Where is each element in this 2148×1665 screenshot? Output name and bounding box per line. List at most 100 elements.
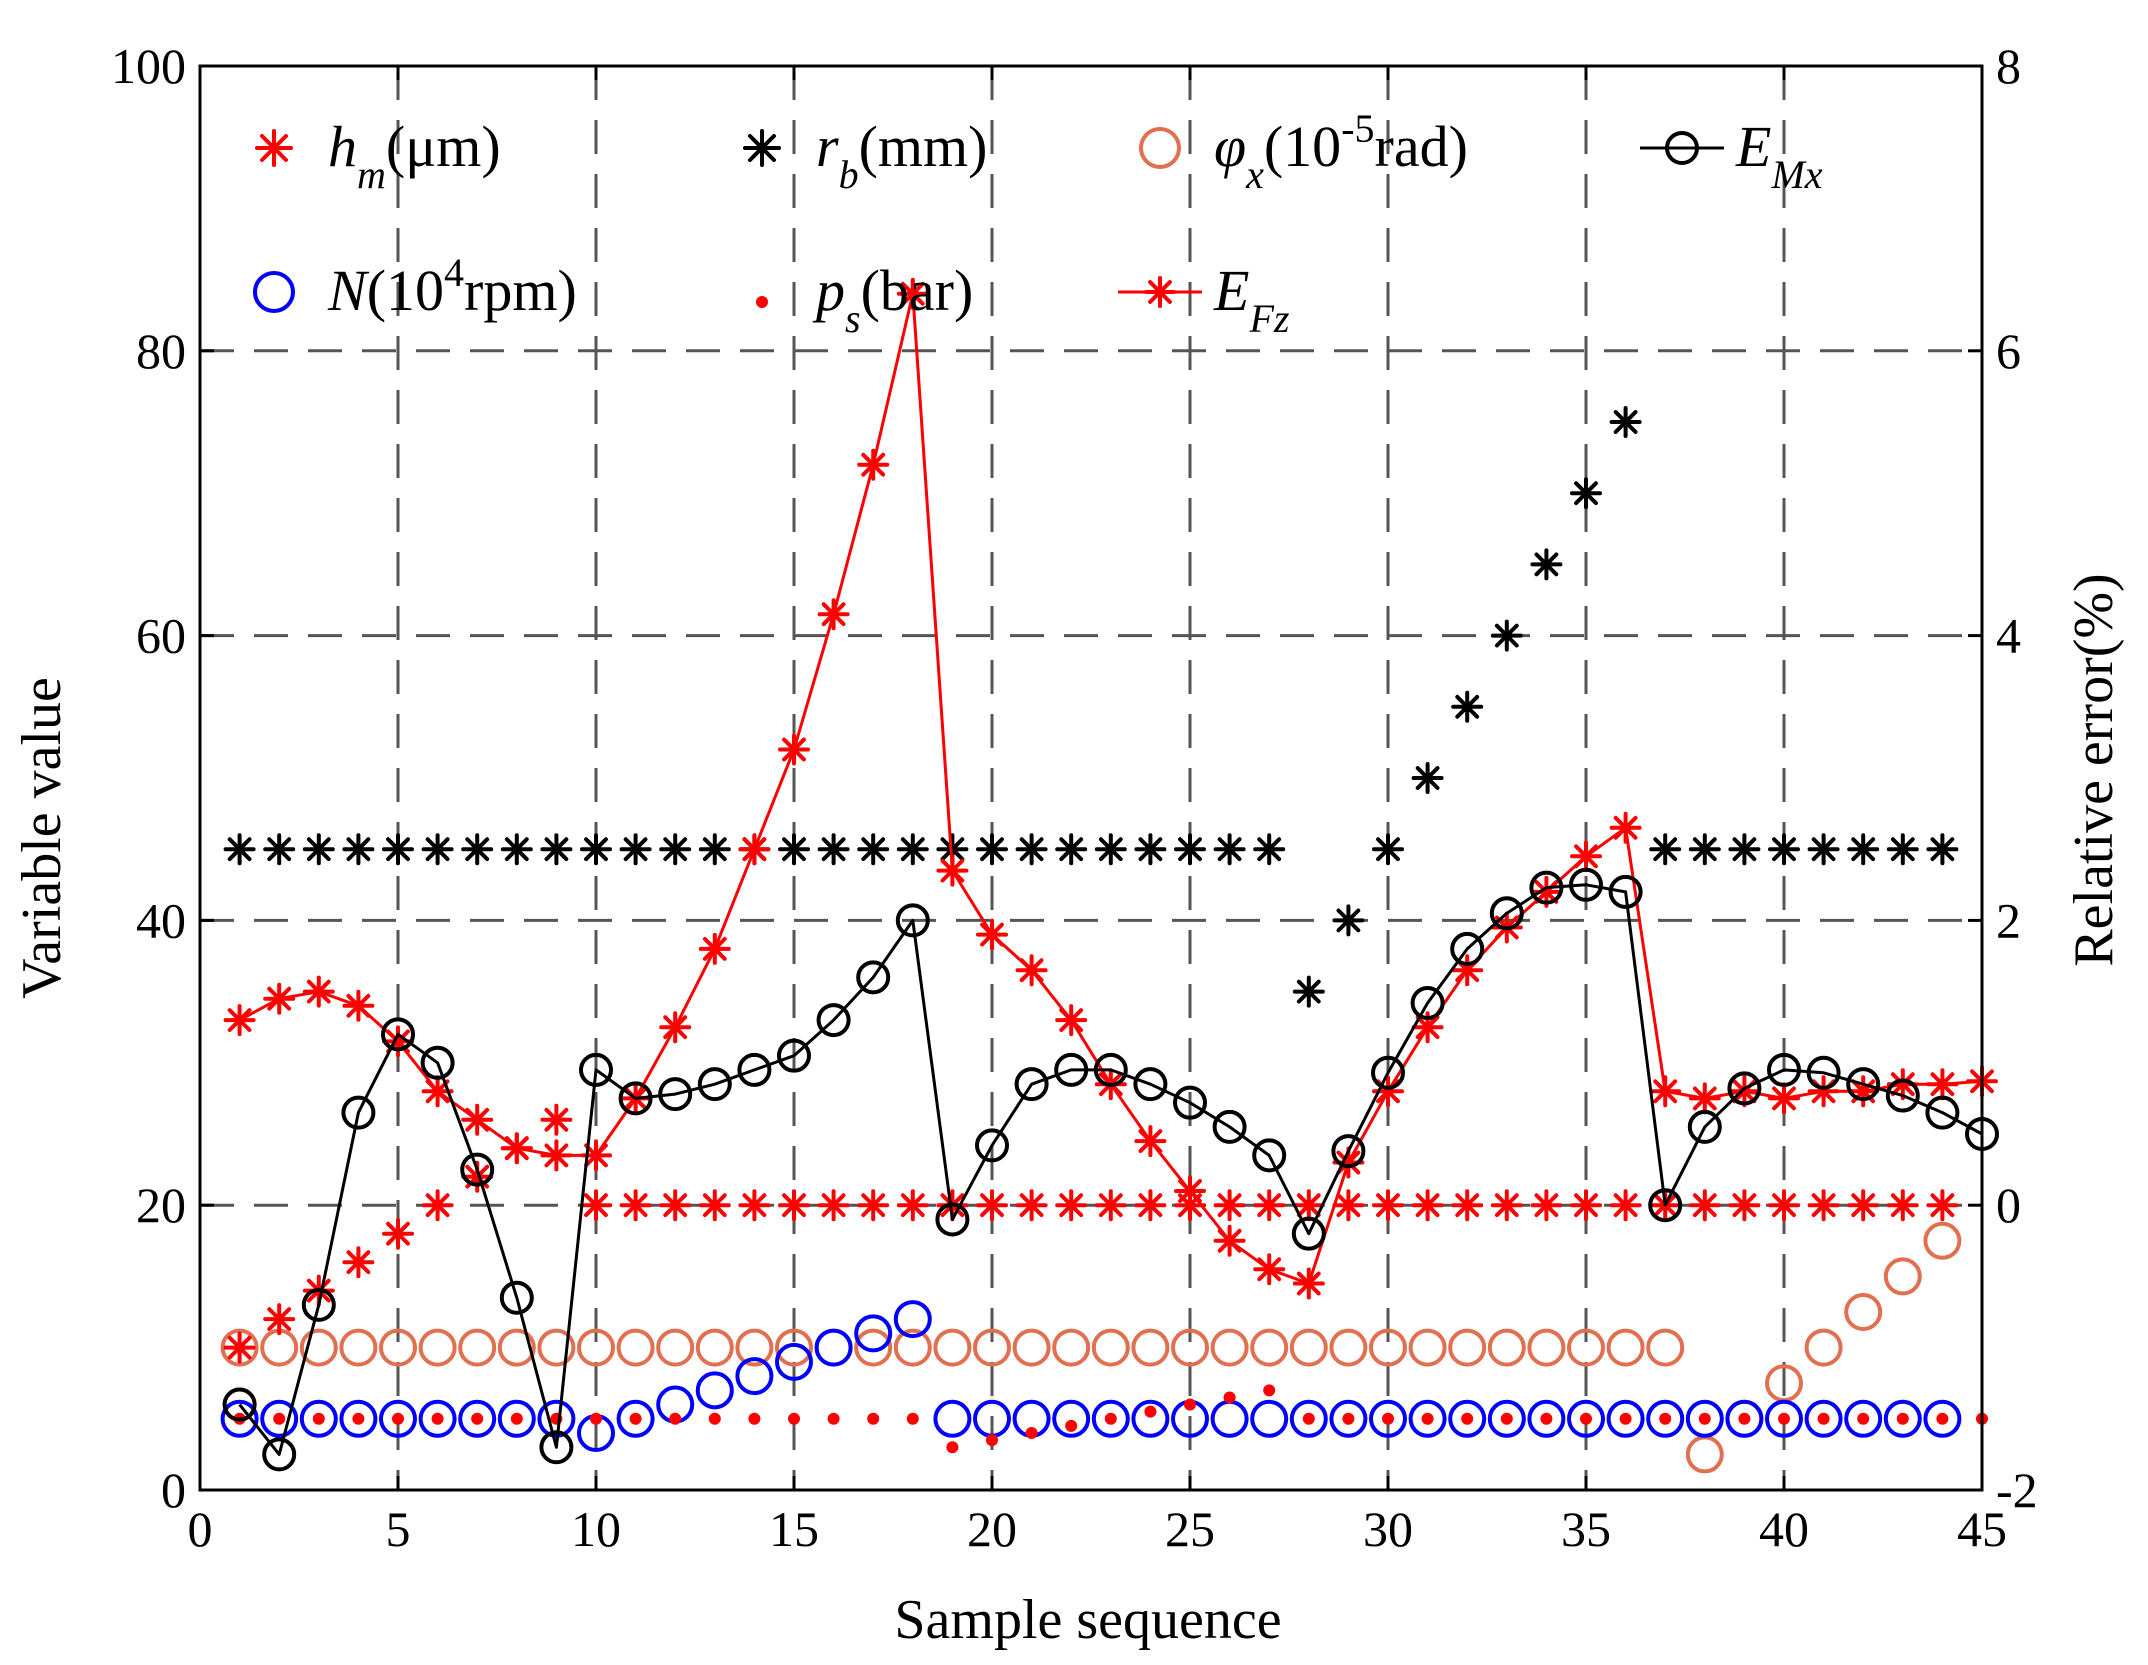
data-point-efz xyxy=(1649,1075,1682,1108)
data-point-emx xyxy=(1529,870,1564,905)
legend-marker-phix xyxy=(1139,127,1181,169)
data-point-phix xyxy=(1487,1328,1526,1367)
data-point-phix xyxy=(1091,1328,1130,1367)
data-point-phix xyxy=(893,1328,932,1367)
data-point-emx xyxy=(301,1287,336,1322)
data-point-ps xyxy=(748,1412,761,1425)
x-tick-label: 30 xyxy=(1363,1501,1413,1557)
data-point-hm xyxy=(1728,1189,1761,1222)
data-point-rb xyxy=(659,833,692,866)
data-point-efz xyxy=(1411,1011,1444,1044)
data-point-n xyxy=(1448,1399,1487,1438)
data-point-rb xyxy=(1213,833,1246,866)
data-point-emx xyxy=(1489,896,1524,931)
x-tick-label: 15 xyxy=(769,1501,819,1557)
x-tick-label: 10 xyxy=(571,1501,621,1557)
data-point-efz xyxy=(976,918,1008,951)
data-point-hm xyxy=(1847,1189,1880,1222)
data-point-efz xyxy=(1292,1267,1325,1300)
data-point-rb xyxy=(342,833,375,866)
data-point-efz xyxy=(421,1075,454,1108)
data-point-emx xyxy=(499,1280,534,1315)
data-point-ps xyxy=(1778,1412,1790,1425)
data-point-n xyxy=(1131,1399,1170,1438)
data-point-ps xyxy=(1382,1412,1394,1425)
data-point-hm xyxy=(1094,1189,1127,1222)
data-point-phix xyxy=(1289,1328,1328,1367)
x-axis-title: Sample sequence xyxy=(894,1589,1281,1651)
data-point-emx xyxy=(697,1067,732,1102)
legend-entry-phix: φx(10-5rad) xyxy=(1139,106,1468,197)
y2-tick-label: 6 xyxy=(1996,323,2021,379)
legend-label-rb: rb(mm) xyxy=(816,114,987,197)
data-point-n xyxy=(1606,1399,1645,1438)
data-point-n xyxy=(1091,1399,1130,1438)
series-line-emx xyxy=(238,883,1983,1456)
data-point-hm xyxy=(1332,1189,1365,1222)
legend-marker-ps xyxy=(253,271,295,313)
data-point-emx xyxy=(222,1387,257,1422)
y-tick-label: 100 xyxy=(111,38,186,94)
data-point-emx xyxy=(618,1081,653,1116)
data-point-rb xyxy=(1768,833,1800,866)
data-point-emx xyxy=(1767,1052,1801,1087)
data-point-n xyxy=(1289,1399,1328,1438)
data-point-efz xyxy=(223,1004,256,1037)
data-point-n xyxy=(418,1399,457,1438)
y2-tick-label: 8 xyxy=(1996,38,2021,94)
legend-marker-efz xyxy=(1144,276,1176,308)
data-point-hm xyxy=(1451,1189,1484,1222)
data-point-efz xyxy=(461,1103,494,1136)
data-point-rb xyxy=(1847,833,1880,866)
data-point-rb xyxy=(1688,833,1721,866)
data-point-ps xyxy=(827,1412,840,1425)
data-point-hm xyxy=(1372,1189,1404,1222)
data-point-ps xyxy=(1263,1384,1276,1397)
data-point-n xyxy=(379,1399,417,1438)
data-point-ps xyxy=(1302,1412,1315,1425)
data-point-emx xyxy=(460,1152,495,1187)
data-point-phix xyxy=(1923,1221,1962,1260)
data-point-efz xyxy=(1451,954,1484,987)
data-point-emx xyxy=(895,903,930,938)
data-point-rb xyxy=(382,833,414,866)
data-point-rb xyxy=(302,833,335,866)
data-point-ps xyxy=(1421,1412,1434,1425)
data-point-efz xyxy=(1728,1075,1761,1108)
data-point-phix xyxy=(299,1328,338,1367)
data-point-phix xyxy=(775,1328,813,1367)
legend: hm(μm) rb(mm) φx(10-5rad) EMx N(104rpm) ps(ba… xyxy=(253,106,1823,341)
data-point-hm xyxy=(1055,1189,1088,1222)
data-point-hm xyxy=(896,1189,929,1222)
data-point-ps xyxy=(867,1412,880,1425)
x-tick-label: 35 xyxy=(1561,1501,1611,1557)
data-point-efz xyxy=(382,1025,414,1058)
data-point-ps xyxy=(471,1412,484,1425)
data-point-rb xyxy=(540,833,573,866)
data-point-phix xyxy=(854,1328,893,1367)
data-point-ps xyxy=(1817,1412,1830,1425)
data-point-ps xyxy=(1857,1412,1870,1425)
data-point-hm xyxy=(1253,1189,1286,1222)
data-point-ps xyxy=(1698,1412,1711,1425)
data-point-hm xyxy=(659,1189,692,1222)
legend-label-phix: φx(10-5rad) xyxy=(1214,106,1468,197)
data-point-phix xyxy=(537,1328,576,1367)
data-point-phix xyxy=(418,1328,457,1367)
data-point-emx xyxy=(1093,1052,1128,1087)
data-point-rb xyxy=(223,833,256,866)
legend-entry-rb: rb(mm) xyxy=(743,114,987,197)
data-point-emx xyxy=(1885,1078,1920,1113)
data-point-hm xyxy=(1570,1189,1602,1222)
data-point-phix xyxy=(616,1328,655,1367)
data-point-phix xyxy=(1012,1328,1051,1367)
data-point-rb xyxy=(1807,833,1840,866)
data-point-hm xyxy=(223,1331,256,1364)
data-point-emx xyxy=(1648,1188,1683,1223)
data-point-phix xyxy=(1448,1328,1487,1367)
data-point-emx xyxy=(777,1038,811,1073)
data-point-rb xyxy=(1649,833,1682,866)
data-point-n xyxy=(458,1399,497,1438)
data-point-hm xyxy=(1926,1189,1959,1222)
data-point-ps xyxy=(1500,1412,1513,1425)
